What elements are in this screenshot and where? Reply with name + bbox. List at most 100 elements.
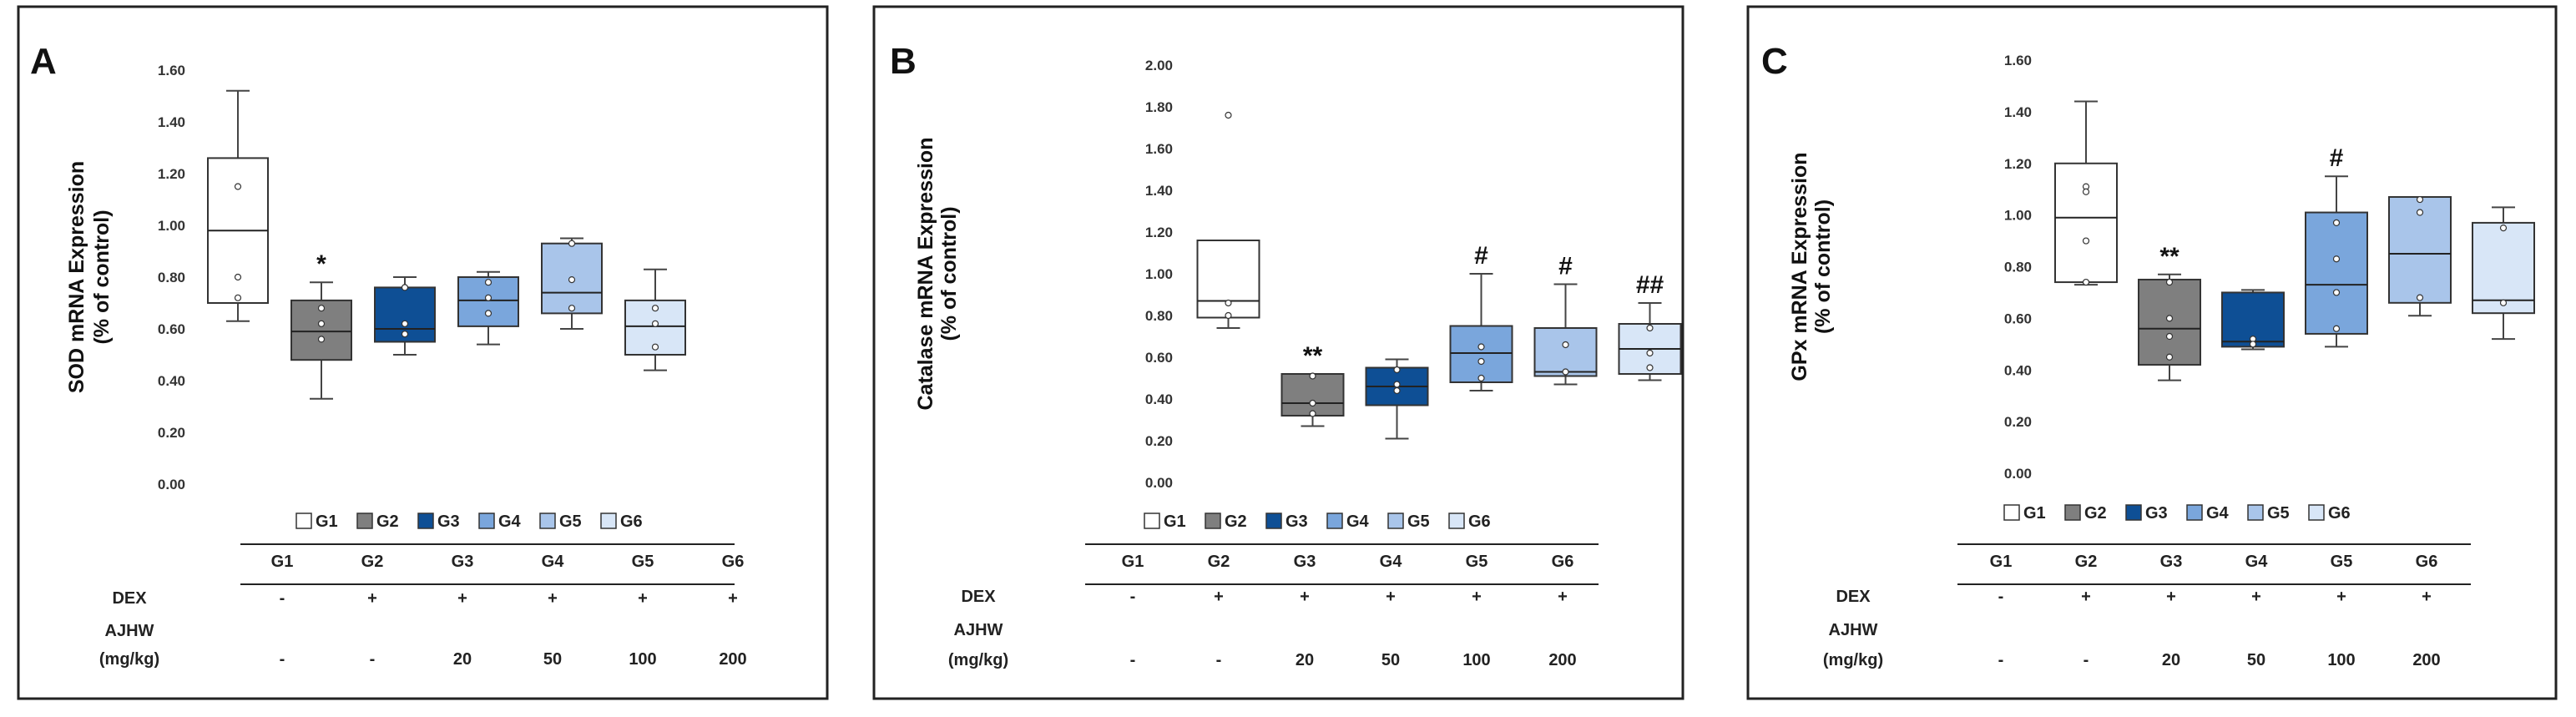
- data-point: [401, 320, 409, 327]
- data-point: [1477, 374, 1485, 382]
- table-cell-ajhw: 20: [2162, 651, 2180, 669]
- table-cell-ajhw: 100: [629, 650, 656, 669]
- panel-b: B 0.00 0.20 0.40 0.60 0.80 1.00 1.20 1.40 1.60 1.8…: [872, 5, 1685, 700]
- legend-swatch-g4: [2186, 504, 2203, 521]
- data-point: [2082, 188, 2090, 195]
- data-point: [317, 336, 326, 343]
- table-cell-dex: -: [1998, 588, 2004, 606]
- legend-label: G4: [1346, 513, 1370, 531]
- table-cell-ajhw: 200: [1548, 651, 1576, 669]
- table-header-cell: G3: [452, 553, 474, 571]
- legend-swatch-g1: [295, 513, 312, 529]
- table-cell-dex: +: [367, 589, 377, 608]
- y-axis-label-units: (% of control): [937, 206, 961, 341]
- legend-label: G5: [559, 513, 582, 531]
- y-tick-label: 1.00: [158, 218, 185, 234]
- box-g1: [2054, 162, 2118, 284]
- table-cell-ajhw: -: [1130, 651, 1136, 669]
- data-point: [234, 273, 242, 281]
- legend-label: G5: [2267, 504, 2290, 523]
- y-tick-label: 1.20: [158, 166, 185, 182]
- legend-label: G2: [376, 513, 399, 531]
- table-row-label-dex: DEX: [961, 588, 996, 606]
- table-header-cell: G3: [2160, 553, 2183, 571]
- y-tick-label: 0.60: [1145, 350, 1173, 366]
- table-cell-ajhw: 50: [2247, 651, 2265, 669]
- box-g5: [1533, 327, 1598, 377]
- panel-letter: A: [30, 41, 57, 82]
- data-point: [484, 294, 492, 301]
- data-point: [1309, 372, 1316, 380]
- legend-swatch-g1: [1144, 513, 1160, 529]
- y-tick-label: 1.00: [1145, 266, 1173, 282]
- data-point: [1309, 399, 1316, 407]
- data-point: [2332, 219, 2341, 227]
- table-cell-ajhw: -: [1998, 651, 2004, 669]
- table-header-cell: G6: [1552, 553, 1574, 571]
- table-header-cell: G5: [632, 553, 654, 571]
- table-header-cell: G6: [722, 553, 745, 571]
- data-point: [2499, 224, 2508, 232]
- significance-label: #: [1558, 253, 1573, 280]
- table-row-label-ajhw-unit: (mg/kg): [1823, 651, 1883, 669]
- table-row-label-ajhw: AJHW: [1829, 621, 1878, 639]
- legend-label: G6: [1468, 513, 1491, 531]
- table-cell-dex: +: [1558, 588, 1568, 606]
- legend-swatch-g6: [1448, 513, 1465, 529]
- data-point: [2249, 341, 2257, 348]
- data-point: [1477, 343, 1485, 351]
- y-tick-label: 0.20: [1145, 433, 1173, 449]
- legend-swatch-g3: [2125, 504, 2142, 521]
- table-cell-dex: -: [280, 589, 285, 608]
- table-cell-ajhw: 100: [2327, 651, 2355, 669]
- y-tick-label: 2.00: [1145, 58, 1173, 73]
- y-axis-label: Catalase mRNA Expression: [914, 138, 937, 411]
- data-point: [568, 276, 576, 284]
- table-header-cell: G1: [1990, 553, 2013, 571]
- y-tick-label: 1.20: [2004, 156, 2032, 172]
- table-cell-dex: -: [1130, 588, 1136, 606]
- data-point: [2416, 294, 2424, 301]
- legend-label: G1: [2023, 504, 2046, 523]
- data-point: [1477, 357, 1485, 366]
- table-cell-dex: +: [457, 589, 467, 608]
- y-tick-label: 0.80: [2004, 260, 2032, 275]
- panel-a: A 0.00 0.20 0.40 0.60 0.80 1.00 1.20 1.40 1.60 SOD…: [17, 5, 829, 700]
- data-point: [651, 305, 659, 312]
- legend-swatch-g4: [478, 513, 495, 529]
- data-point: [1646, 349, 1654, 357]
- table-header-cell: G5: [1466, 553, 1488, 571]
- table-cell-dex: +: [2166, 588, 2176, 606]
- significance-label: ##: [1636, 271, 1664, 299]
- data-point: [651, 320, 659, 327]
- legend-label: G2: [2084, 504, 2107, 523]
- data-point: [484, 310, 492, 317]
- table-cell-dex: +: [728, 589, 738, 608]
- data-point: [2499, 299, 2508, 306]
- table-row-label-ajhw: AJHW: [954, 621, 1003, 639]
- table-cell-dex: +: [2336, 588, 2346, 606]
- data-point: [1309, 410, 1316, 417]
- table-cell-ajhw: -: [370, 650, 376, 669]
- table-cell-ajhw: 200: [719, 650, 746, 669]
- table-cell-ajhw: 100: [1462, 651, 1490, 669]
- legend-label: G3: [2145, 504, 2168, 523]
- data-point: [568, 305, 576, 312]
- y-tick-label: 0.40: [1145, 391, 1173, 407]
- table-cell-ajhw: -: [1216, 651, 1222, 669]
- legend-label: G4: [498, 513, 522, 531]
- data-point: [1225, 111, 1232, 119]
- data-point: [2332, 289, 2341, 296]
- data-point: [2082, 278, 2090, 286]
- box-g6: [2472, 221, 2535, 315]
- y-tick-label: 1.80: [1145, 99, 1173, 115]
- data-point: [651, 343, 659, 351]
- y-axis-label-units: (% of control): [1811, 199, 1835, 334]
- table-cell-ajhw: 200: [2412, 651, 2440, 669]
- data-point: [2165, 353, 2174, 361]
- data-point: [317, 305, 326, 312]
- legend-swatch-g3: [417, 513, 434, 529]
- y-tick-label: 0.00: [2004, 466, 2032, 482]
- table-row-label-dex: DEX: [1836, 588, 1871, 606]
